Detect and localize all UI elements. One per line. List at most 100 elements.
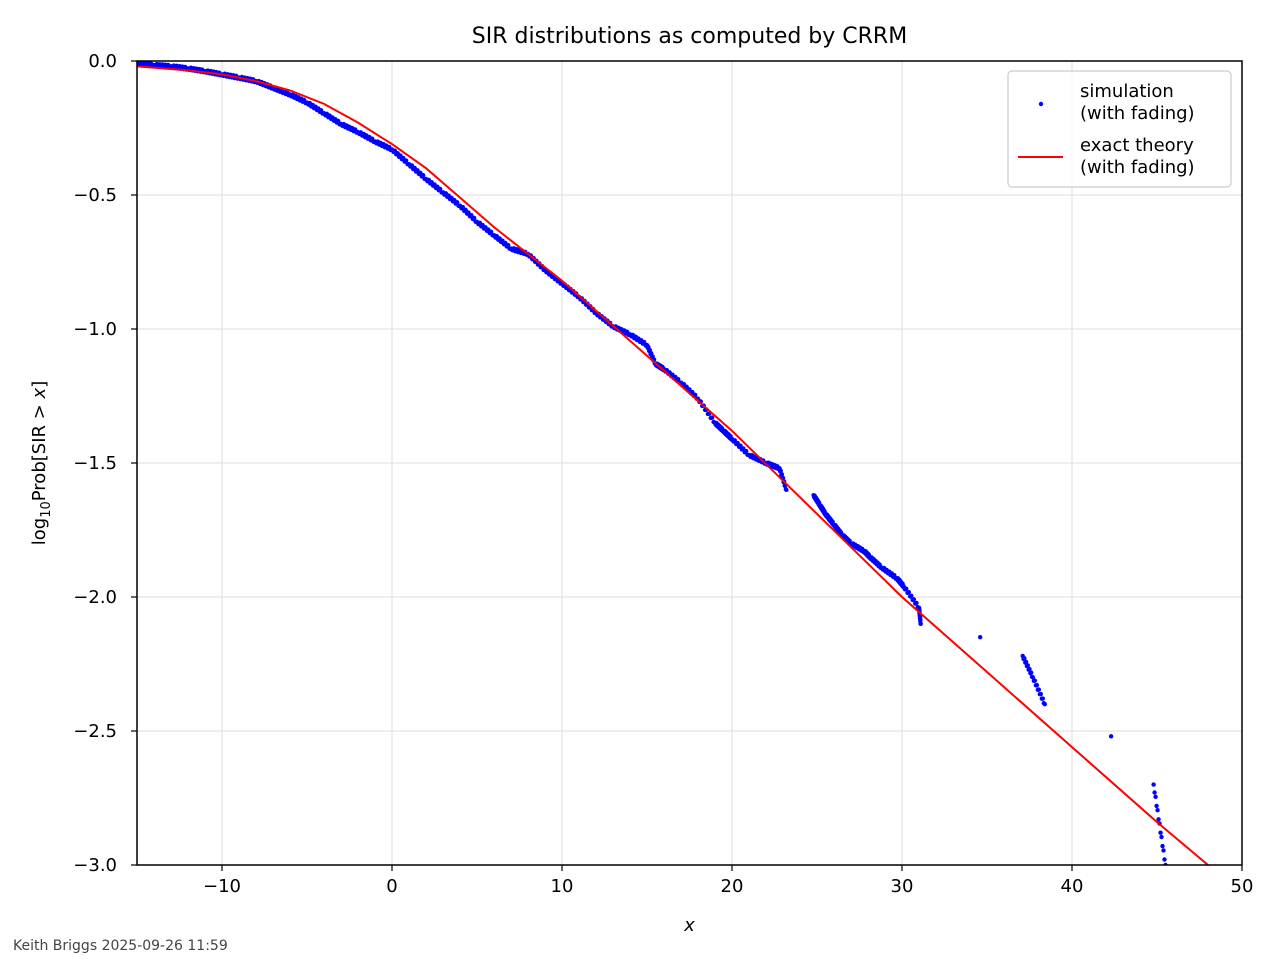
axis-ticks: −10 0 10 20 30 40 50 0.0 −0.5 −1.0 −1.5 −2.0 −2.5 −3.… (73, 51, 1253, 897)
simulation-point (420, 173, 426, 178)
simulation-point (830, 519, 835, 524)
legend-label-theory: exact theory (with fading) (1080, 135, 1199, 178)
y-tick-label: −3.0 (73, 855, 117, 876)
simulation-point (778, 468, 783, 473)
footer-credit: Keith Briggs 2025-09-26 11:59 (13, 938, 228, 954)
simulation-point (838, 530, 844, 535)
simulation-point (1159, 834, 1164, 840)
x-tick-label: 30 (891, 876, 914, 897)
simulation-point (1032, 678, 1038, 683)
simulation-point (1038, 691, 1044, 697)
simulation-point (412, 165, 417, 171)
simulation-point (892, 573, 897, 578)
simulation-point (675, 376, 681, 382)
y-label-subscript: 10 (39, 501, 54, 518)
y-tick-label: −1.5 (73, 453, 117, 474)
simulation-point (911, 597, 917, 602)
legend-theory-line-1: exact theory (1080, 135, 1194, 156)
simulation-point (456, 203, 461, 208)
simulation-point (1154, 803, 1159, 809)
simulation-point (904, 586, 909, 591)
simulation-point (690, 389, 695, 395)
simulation-point (1041, 700, 1047, 706)
y-tick-label: −0.5 (73, 185, 117, 206)
legend: simulation (with fading) exact theory (w… (1007, 70, 1232, 188)
simulation-point (463, 207, 468, 213)
simulation-point (783, 487, 789, 492)
simulation-point (505, 242, 511, 248)
simulation-point (395, 150, 400, 156)
simulation-point (405, 161, 410, 167)
y-label-log: log (29, 518, 50, 545)
simulation-point (914, 600, 919, 606)
simulation-point (1040, 696, 1046, 701)
simulation-point (1036, 687, 1042, 692)
simulation-point (454, 200, 460, 205)
simulation-point (401, 155, 406, 161)
simulation-point (541, 267, 546, 273)
simulation-point (681, 381, 687, 387)
simulation-point (1161, 848, 1166, 853)
simulation-point (735, 440, 740, 446)
simulation-point (978, 635, 983, 640)
y-tick-label: −2.0 (73, 587, 117, 608)
simulation-point (684, 384, 689, 389)
simulation-point (1108, 734, 1114, 739)
y-axis-label: log10Prob[SIR > x] (29, 381, 54, 545)
simulation-point (392, 148, 398, 153)
legend-marker-simulation (1038, 101, 1044, 107)
simulation-point (437, 186, 443, 192)
simulation-point (398, 153, 403, 158)
simulation-point (409, 163, 415, 168)
simulation-point (692, 392, 698, 397)
x-tick-label: −10 (203, 876, 241, 897)
simulation-point (1160, 843, 1165, 849)
simulation-point (732, 438, 738, 443)
simulation-point (779, 472, 785, 477)
simulation-point (1029, 674, 1035, 680)
x-axis-label: x (683, 915, 695, 936)
y-tick-label: −1.0 (73, 319, 117, 340)
y-tick-label: −2.5 (73, 721, 117, 742)
simulation-point (1162, 857, 1167, 862)
simulation-point (1029, 670, 1034, 675)
simulation-point (1027, 666, 1032, 672)
plot-area (137, 61, 1209, 865)
legend-simulation-line-1: simulation (1080, 81, 1174, 102)
simulation-point (473, 219, 478, 224)
legend-theory-line-2: (with fading) (1080, 157, 1195, 178)
simulation-point (641, 339, 647, 345)
simulation-point (1153, 794, 1158, 799)
x-tick-label: 40 (1061, 876, 1084, 897)
theory-series-line (137, 65, 1209, 865)
simulation-point (1156, 817, 1161, 822)
simulation-point (1022, 656, 1027, 661)
simulation-point (488, 229, 494, 234)
simulation-point (687, 387, 692, 392)
legend-simulation-line-2: (with fading) (1080, 103, 1195, 124)
y-label-prob: Prob[SIR > (29, 398, 50, 501)
simulation-point (418, 170, 423, 176)
simulation-point (466, 210, 471, 215)
simulation-point (335, 118, 341, 124)
x-tick-label: 20 (721, 876, 744, 897)
simulation-point (415, 168, 420, 173)
simulation-point (877, 562, 882, 567)
chart-title: SIR distributions as computed by CRRM (472, 24, 907, 49)
simulation-point (318, 108, 324, 113)
simulation-point (738, 443, 743, 448)
simulation-point (1025, 663, 1031, 668)
y-label-var: x (29, 387, 50, 399)
simulation-point (906, 590, 911, 595)
simulation-point (741, 446, 746, 451)
simulation-point (909, 593, 914, 598)
legend-box (1007, 70, 1232, 188)
x-tick-label: 50 (1231, 876, 1254, 897)
simulation-point (469, 213, 474, 218)
simulation-point (1155, 808, 1160, 813)
simulation-point (1023, 659, 1029, 665)
simulation-point (1152, 790, 1157, 795)
x-tick-label: 0 (386, 876, 397, 897)
simulation-point (817, 500, 822, 506)
